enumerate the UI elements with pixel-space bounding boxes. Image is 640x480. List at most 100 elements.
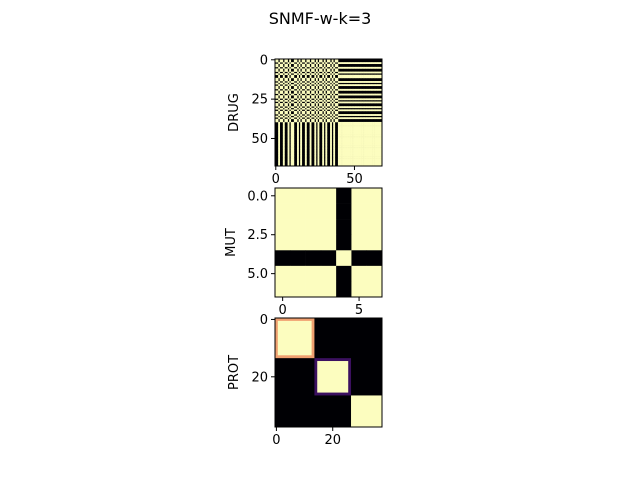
drug-cell: [370, 151, 373, 154]
drug-cell: [353, 109, 356, 112]
drug-cell: [350, 128, 353, 131]
drug-cell: [278, 161, 281, 164]
drug-cell: [341, 71, 343, 74]
mut-cell: [305, 234, 322, 251]
drug-cell: [374, 148, 376, 151]
drug-cell: [278, 147, 281, 149]
drug-cell: [353, 137, 356, 140]
drug-cell: [311, 65, 314, 68]
drug-cell: [289, 65, 292, 68]
drug-cell: [344, 98, 347, 101]
drug-cell: [361, 109, 364, 112]
drug-cell: [372, 132, 375, 135]
drug-cell: [289, 104, 292, 107]
drug-cell: [293, 87, 296, 90]
drug-cell: [374, 164, 376, 167]
drug-cell: [355, 128, 358, 131]
drug-cell: [279, 85, 282, 88]
drug-cell: [333, 148, 336, 151]
drug-cell: [311, 82, 314, 85]
drug-cell: [378, 132, 381, 135]
drug-cell: [348, 66, 351, 69]
drug-cell: [315, 92, 318, 94]
drug-cell: [295, 96, 298, 99]
drug-cell: [312, 110, 315, 113]
drug-cell: [347, 62, 350, 65]
drug-cell: [336, 68, 339, 71]
drug-cell: [290, 139, 293, 142]
drug-cell: [372, 121, 375, 124]
drug-cell: [370, 106, 373, 109]
drug-cell: [367, 137, 370, 140]
drug-cell: [369, 140, 372, 143]
drug-cell: [314, 148, 317, 151]
drug-cell: [337, 134, 340, 137]
drug-cell: [374, 101, 376, 104]
drug-cell: [319, 60, 321, 63]
drug-cell: [278, 139, 281, 142]
drug-cell: [358, 101, 361, 104]
drug-cell: [356, 128, 359, 131]
drug-cell: [286, 96, 288, 99]
drug-cell: [378, 131, 381, 134]
drug-cell: [361, 145, 364, 148]
drug-cell: [279, 73, 282, 76]
drug-cell: [359, 74, 362, 77]
drug-cell: [378, 114, 381, 116]
drug-cell: [361, 134, 364, 137]
drug-cell: [279, 77, 282, 80]
drug-cell: [331, 103, 334, 105]
drug-cell: [311, 73, 314, 76]
drug-cell: [281, 65, 284, 68]
drug-cell: [364, 76, 367, 79]
drug-cell: [297, 128, 299, 131]
drug-cell: [375, 131, 378, 134]
drug-cell: [377, 128, 380, 131]
drug-cell: [300, 121, 303, 124]
drug-cell: [317, 140, 320, 143]
drug-cell: [350, 139, 353, 142]
drug-cell: [356, 126, 359, 129]
drug-cell: [320, 92, 323, 94]
drug-cell: [284, 79, 287, 82]
drug-cell: [374, 151, 376, 154]
drug-cell: [320, 118, 323, 121]
drug-cell: [284, 59, 287, 61]
drug-cell: [344, 114, 347, 116]
drug-cell: [278, 158, 281, 160]
drug-cell: [325, 150, 328, 153]
drug-cell: [358, 114, 361, 116]
drug-cell: [347, 123, 350, 126]
drug-cell: [301, 120, 304, 123]
drug-cell: [281, 85, 284, 88]
drug-cell: [303, 112, 306, 115]
drug-cell: [336, 107, 339, 110]
drug-cell: [311, 96, 314, 99]
drug-cell: [367, 93, 370, 96]
drug-cell: [331, 107, 334, 110]
drug-cell: [355, 148, 358, 151]
drug-cell: [342, 159, 345, 162]
drug-cell: [352, 159, 354, 162]
drug-cell: [369, 148, 372, 151]
drug-cell: [304, 161, 307, 164]
drug-cell: [337, 98, 340, 101]
drug-cell: [325, 147, 328, 149]
drug-cell: [293, 92, 296, 94]
drug-cell: [370, 158, 373, 160]
drug-cell: [295, 59, 298, 61]
drug-cell: [287, 164, 290, 167]
drug-cell: [364, 74, 367, 77]
drug-cell: [276, 77, 279, 80]
drug-cell: [298, 115, 301, 118]
drug-cell: [292, 132, 295, 135]
drug-cell: [372, 109, 375, 112]
drug-cell: [363, 81, 365, 83]
drug-cell: [369, 106, 372, 109]
drug-cell: [367, 131, 370, 134]
drug-cell: [314, 147, 317, 149]
drug-cell: [286, 99, 288, 102]
drug-cell: [380, 81, 383, 83]
drug-cell: [333, 121, 336, 124]
drug-cell: [355, 66, 358, 69]
